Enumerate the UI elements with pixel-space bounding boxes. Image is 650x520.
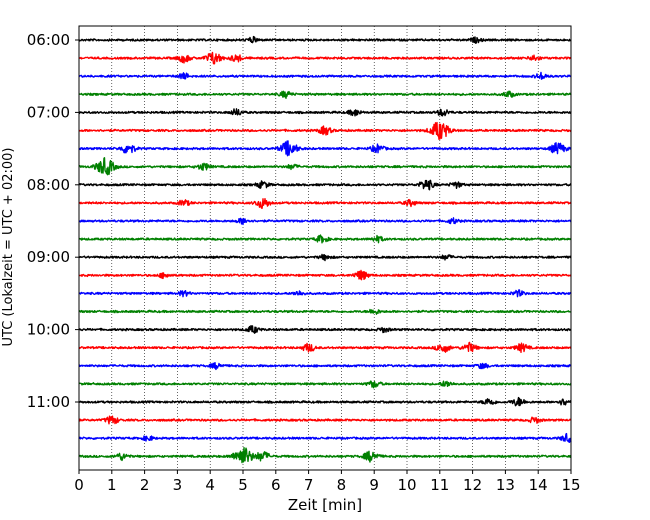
trace-0915 (78, 269, 572, 281)
trace-0815 (78, 198, 572, 210)
x-tick-label: 6 (271, 476, 281, 494)
trace-0700 (78, 108, 572, 117)
y-tick-label: 06:00 (27, 31, 70, 49)
trace-1000 (78, 325, 572, 334)
x-tick-label: 7 (304, 476, 314, 494)
y-tick-label: 10:00 (27, 321, 70, 339)
trace-1015 (78, 341, 572, 353)
trace-0800 (78, 179, 572, 191)
trace-0645 (78, 90, 572, 99)
x-tick-label: 11 (430, 476, 449, 494)
x-tick-label: 8 (337, 476, 347, 494)
x-tick-label: 1 (107, 476, 117, 494)
trace-0615 (78, 51, 572, 65)
plot-frame (78, 25, 572, 471)
x-axis-title: Zeit [min] (288, 496, 362, 514)
trace-0930 (78, 289, 572, 298)
trace-0630 (78, 71, 572, 80)
y-tick-label: 07:00 (27, 103, 70, 121)
y-tick-label: 11:00 (27, 393, 70, 411)
x-axis: 0 1 2 3 4 5 6 7 8 9 10 11 12 13 14 15 (74, 470, 581, 494)
x-tick-label: 3 (173, 476, 183, 494)
y-tick-label: 08:00 (27, 176, 70, 194)
x-tick-label: 14 (529, 476, 548, 494)
trace-0730 (78, 140, 572, 157)
trace-layer (78, 35, 572, 464)
x-tick-label: 15 (561, 476, 580, 494)
trace-0900 (78, 253, 572, 262)
trace-0845 (78, 234, 572, 244)
x-tick-label: 9 (369, 476, 379, 494)
trace-1100 (78, 396, 572, 407)
x-tick-label: 12 (463, 476, 482, 494)
trace-1115 (78, 415, 572, 425)
x-tick-label: 10 (397, 476, 416, 494)
trace-1130 (78, 432, 572, 443)
trace-0600 (78, 35, 572, 44)
x-tick-label: 0 (74, 476, 84, 494)
trace-1030 (78, 362, 572, 371)
y-axis: 06:00 07:00 08:00 09:00 10:00 11:00 (27, 31, 79, 411)
trace-1145 (78, 447, 572, 464)
trace-0830 (78, 217, 572, 226)
x-tick-label: 4 (205, 476, 215, 494)
y-axis-title: UTC (Lokalzeit = UTC + 02:00) (1, 148, 16, 347)
x-tick-label: 5 (238, 476, 248, 494)
trace-0715 (78, 121, 572, 140)
trace-0745 (78, 157, 572, 176)
trace-0945 (78, 308, 572, 315)
trace-1045 (78, 380, 572, 389)
grid-layer (111, 26, 539, 470)
x-tick-label: 2 (140, 476, 150, 494)
y-tick-label: 09:00 (27, 248, 70, 266)
x-tick-label: 13 (496, 476, 515, 494)
